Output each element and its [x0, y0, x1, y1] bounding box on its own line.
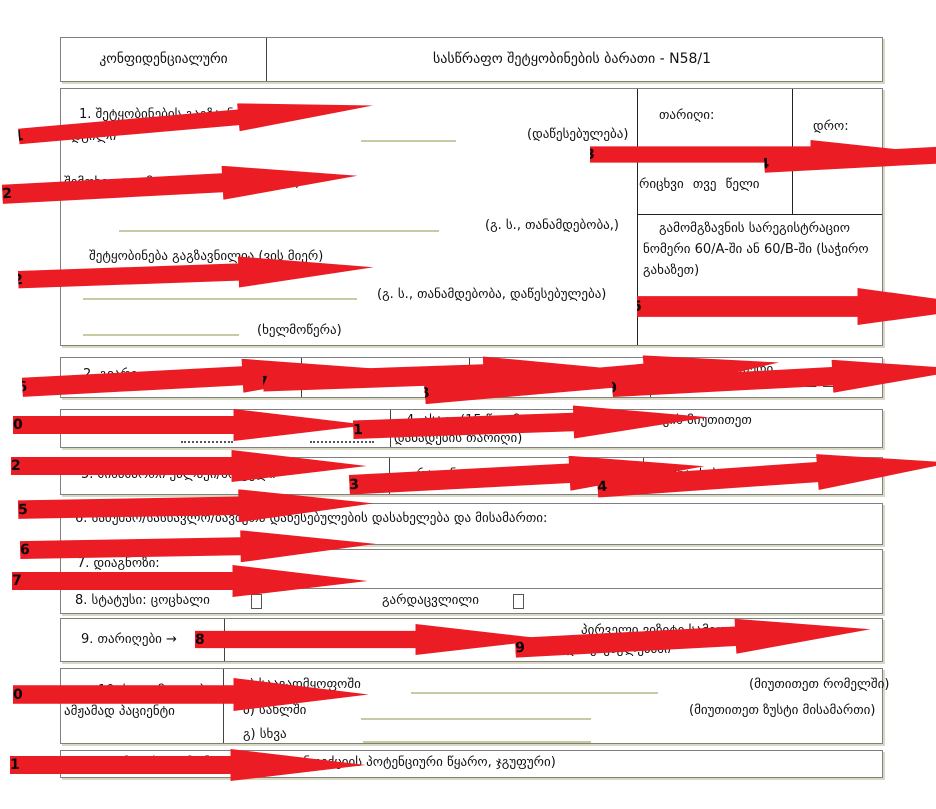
blank-line-signature	[83, 333, 239, 336]
dates-label: 9. თარიღები →	[81, 632, 177, 647]
home-hint: (მიუთითეთ ზუსტი მისამართი)	[689, 703, 876, 718]
name-position-inst-hint: (გ. ს., თანამდებობა, დაწესებულება)	[377, 287, 607, 302]
date-registration-divider	[637, 214, 882, 215]
section-divider-vertical	[637, 89, 638, 345]
row-status: 8. სტატუსი: ცოცხალი გარდაცვლილი	[60, 588, 883, 614]
header-divider	[266, 38, 267, 81]
blank-line-sent-by	[83, 297, 357, 300]
name-position-hint: (გ. ს., თანამდებობა,)	[485, 218, 619, 233]
diagnosis-label: 7. დიაგნოზი:	[77, 556, 160, 571]
form-title: სასწრაფო შეტყობინების ბარათი - N58/1	[432, 51, 712, 67]
checkbox-alive	[251, 594, 262, 609]
blank-line-detected-by	[119, 229, 439, 232]
blank-line-institution	[361, 139, 456, 142]
blank-line-home	[361, 717, 591, 720]
institution-hint: (დაწესებულება)	[527, 127, 629, 142]
callout-arrow-14: 14	[596, 445, 936, 506]
blank-line-hospital	[411, 691, 658, 694]
form-header: კონფიდენციალური სასწრაფო შეტყობინების ბა…	[60, 37, 883, 82]
dotted-line-female	[310, 440, 374, 443]
date-label: თარიღი:	[659, 108, 715, 123]
hospital-hint: (მიუთითეთ რომელში)	[749, 677, 890, 692]
blank-line-other	[363, 740, 591, 743]
time-label: დრო:	[813, 119, 849, 134]
signature-hint: (ხელმოწერა)	[257, 323, 342, 338]
row-location-divider	[223, 669, 224, 743]
registration-label: გამომგზავნის სარეგისტრაციო ნომერი 60/A-შ…	[643, 221, 869, 278]
confidential-label: კონფიდენციალური	[99, 51, 228, 67]
dotted-line-male	[181, 440, 233, 443]
status-label: 8. სტატუსი: ცოცხალი	[75, 593, 210, 608]
other-option-label: გ) სხვა	[243, 727, 287, 742]
checkbox-deceased	[513, 594, 524, 609]
where-label-line2: ამჟამად პაციენტი	[64, 704, 175, 719]
row-patient-location: 10. სად იმყოფება ამჟამად პაციენტი ა) საა…	[60, 668, 889, 744]
date-parts-label: რიცხვი თვე წელი	[639, 177, 760, 192]
deceased-label: გარდაცვლილი	[382, 593, 479, 608]
